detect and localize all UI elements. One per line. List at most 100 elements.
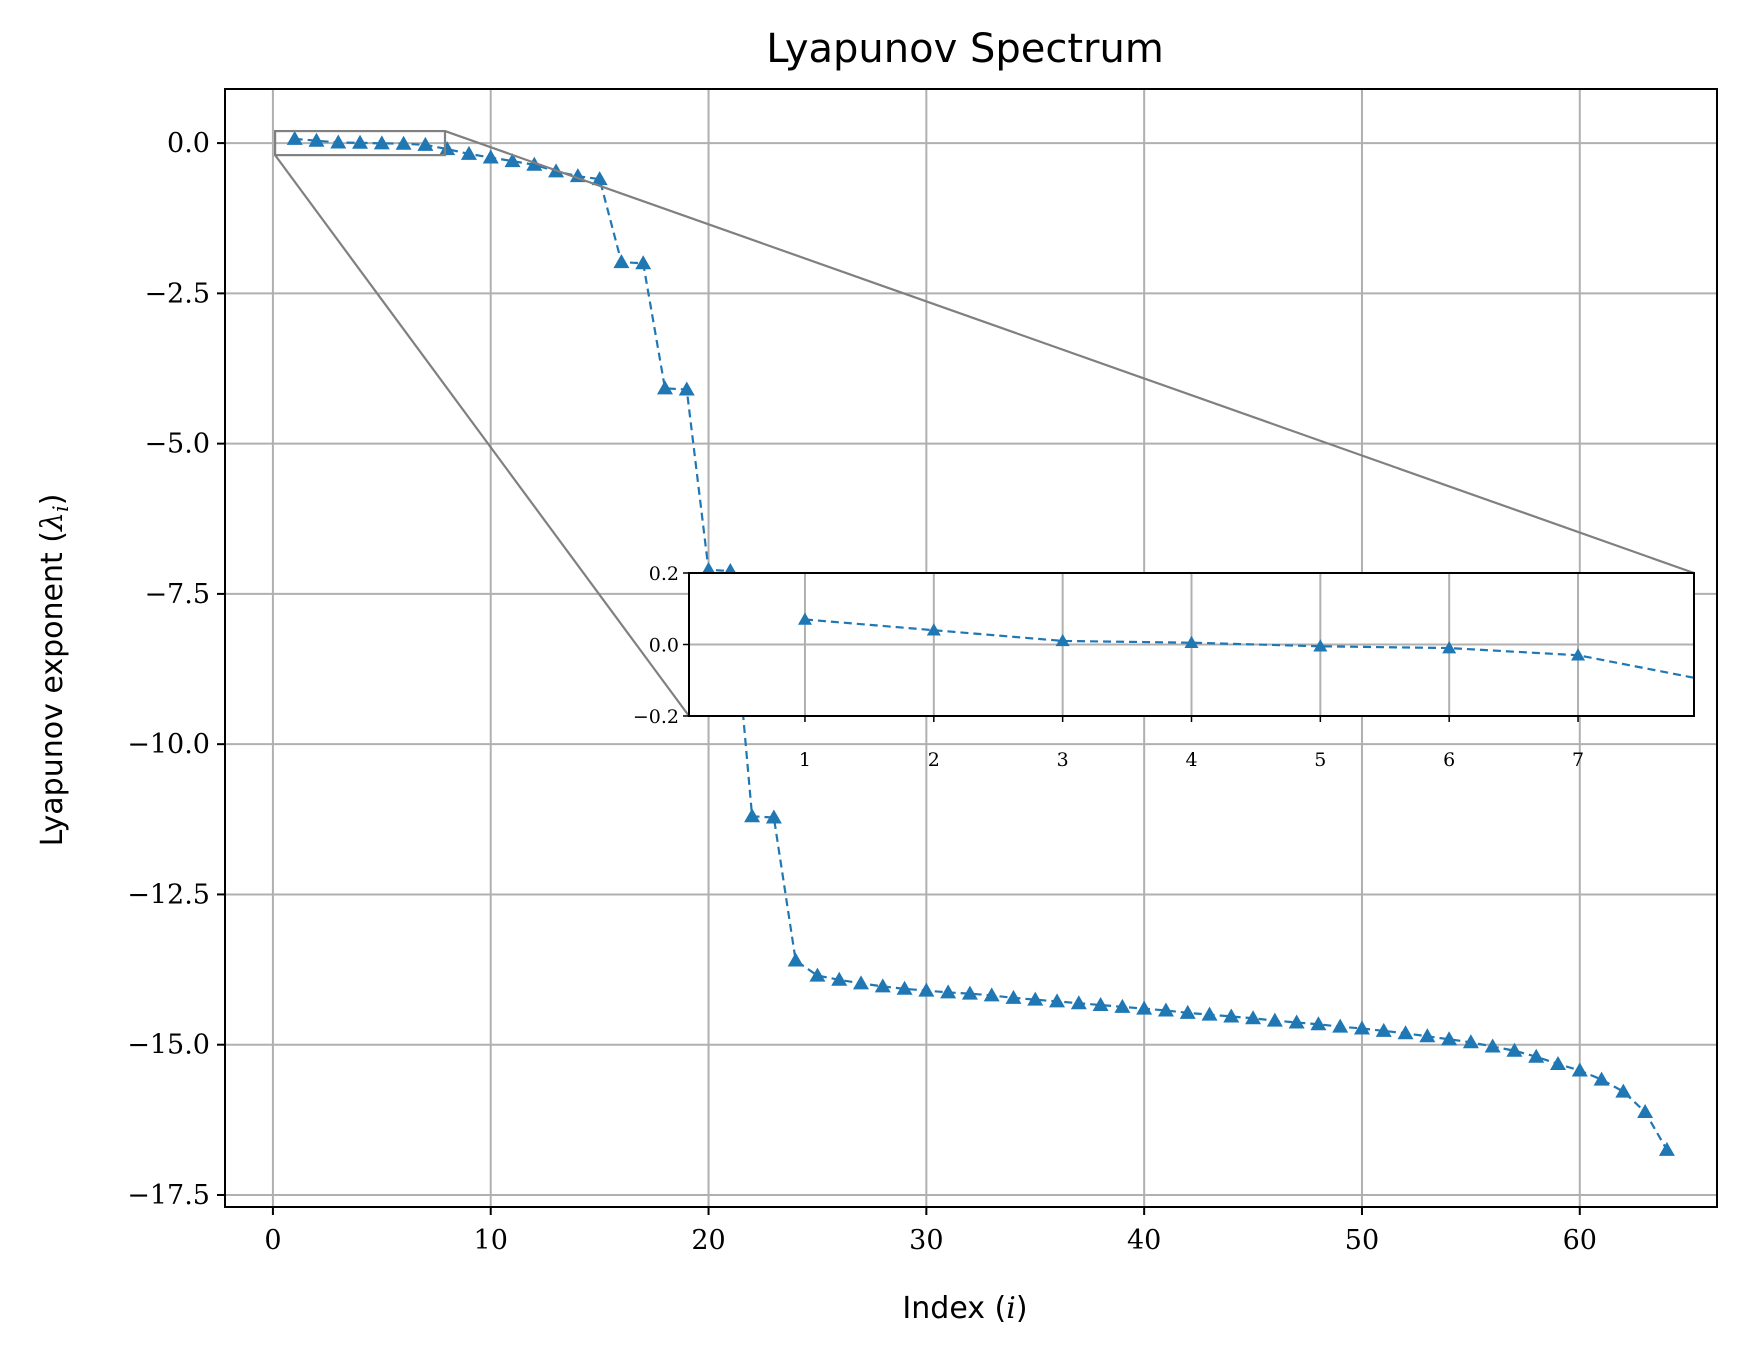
data-point-marker bbox=[1005, 989, 1022, 1004]
data-point-marker bbox=[1375, 1022, 1392, 1037]
main-series bbox=[286, 130, 1675, 1156]
inset-series bbox=[797, 612, 1694, 679]
data-point-marker bbox=[1615, 1083, 1632, 1098]
data-point-marker bbox=[896, 980, 913, 995]
inset-data-point-marker bbox=[1571, 648, 1586, 661]
data-point-marker bbox=[417, 136, 434, 151]
x-tick-label: 40 bbox=[1127, 1225, 1161, 1256]
inset-ticks: 1 2 3 4 5 6 7 0.2 0.0 −0.2 bbox=[633, 563, 1584, 771]
data-point-marker bbox=[1353, 1020, 1370, 1035]
data-point-marker bbox=[1092, 997, 1109, 1012]
zoom-connector-line bbox=[274, 154, 690, 717]
data-point-marker bbox=[1136, 1000, 1153, 1015]
data-point-marker bbox=[678, 381, 695, 396]
data-point-marker bbox=[1419, 1028, 1436, 1043]
data-point-marker bbox=[613, 254, 630, 269]
inset-y-tick-label: 0.0 bbox=[649, 635, 679, 657]
data-point-marker bbox=[1462, 1034, 1479, 1049]
inset-x-tick-label: 6 bbox=[1443, 749, 1455, 771]
data-point-marker bbox=[439, 141, 456, 156]
data-point-marker bbox=[1266, 1012, 1283, 1027]
data-point-marker bbox=[656, 380, 673, 395]
inset-data-point-marker bbox=[1442, 641, 1457, 654]
inset-x-tick-label: 2 bbox=[928, 749, 940, 771]
data-point-marker bbox=[1397, 1025, 1414, 1040]
inset-x-tick-label: 4 bbox=[1185, 749, 1197, 771]
zoom-indicator bbox=[273, 129, 1695, 717]
inset-data-point-marker bbox=[1055, 633, 1070, 647]
data-point-marker bbox=[1441, 1031, 1458, 1046]
data-point-marker bbox=[1593, 1071, 1610, 1086]
data-point-marker bbox=[1114, 998, 1131, 1013]
inset-zoom-panel: 1 2 3 4 5 6 7 0.2 0.0 −0.2 bbox=[633, 563, 1695, 771]
inset-x-tick-label: 1 bbox=[799, 749, 811, 771]
data-point-marker bbox=[831, 971, 848, 986]
data-point-marker bbox=[1288, 1014, 1305, 1029]
data-point-marker bbox=[1332, 1018, 1349, 1033]
main-axes-frame bbox=[224, 88, 1718, 1208]
data-point-marker bbox=[1179, 1004, 1196, 1019]
y-tick-label: −15.0 bbox=[127, 1030, 210, 1061]
data-point-marker bbox=[1157, 1002, 1174, 1017]
data-point-marker bbox=[874, 978, 891, 993]
data-point-marker bbox=[286, 130, 303, 145]
data-point-marker bbox=[853, 975, 870, 990]
x-tick-label: 60 bbox=[1563, 1225, 1597, 1256]
data-point-marker bbox=[352, 134, 369, 149]
x-tick-label: 30 bbox=[909, 1225, 943, 1256]
inset-y-tick-label: 0.2 bbox=[649, 563, 679, 585]
x-tick-label: 10 bbox=[474, 1225, 508, 1256]
x-tick-label: 50 bbox=[1345, 1225, 1379, 1256]
inset-x-tick-label: 5 bbox=[1314, 749, 1326, 771]
x-tick-label: 20 bbox=[691, 1225, 725, 1256]
x-tick-label: 0 bbox=[264, 1225, 281, 1256]
data-point-marker bbox=[308, 132, 325, 147]
chart-title: Lyapunov Spectrum bbox=[766, 26, 1164, 72]
data-point-marker bbox=[635, 255, 652, 270]
x-axis-label: Index (i) bbox=[902, 1291, 1027, 1326]
data-point-marker bbox=[1223, 1008, 1240, 1023]
inset-data-point-marker bbox=[1313, 639, 1328, 652]
main-ticks: 0 10 20 30 40 50 60 0.0 −2.5 −5.0 −7.5 −10.0 −12.5 −1… bbox=[127, 128, 1597, 1256]
data-point-marker bbox=[1506, 1042, 1523, 1057]
series-line bbox=[294, 137, 1668, 1151]
data-point-marker bbox=[1070, 995, 1087, 1010]
data-point-marker bbox=[460, 145, 477, 160]
data-point-marker bbox=[983, 987, 1000, 1002]
data-point-marker bbox=[1549, 1055, 1566, 1070]
data-point-marker bbox=[482, 149, 499, 164]
data-point-marker bbox=[591, 171, 608, 186]
y-tick-label: −17.5 bbox=[127, 1180, 210, 1211]
inset-series-line bbox=[804, 618, 1694, 679]
data-point-marker bbox=[1310, 1016, 1327, 1031]
inset-x-tick-label: 7 bbox=[1572, 749, 1584, 771]
y-tick-label: −7.5 bbox=[144, 579, 210, 610]
data-point-marker bbox=[961, 985, 978, 1000]
data-point-marker bbox=[1484, 1038, 1501, 1053]
inset-data-point-marker bbox=[926, 623, 941, 636]
y-tick-label: 0.0 bbox=[167, 128, 210, 159]
data-point-marker bbox=[1201, 1006, 1218, 1021]
data-point-marker bbox=[744, 808, 761, 823]
zoom-region-box bbox=[273, 129, 447, 157]
y-tick-label: −5.0 bbox=[144, 429, 210, 460]
data-point-marker bbox=[940, 984, 957, 999]
data-point-marker bbox=[918, 982, 935, 997]
data-point-marker bbox=[1027, 991, 1044, 1006]
inset-axes-frame bbox=[688, 572, 1695, 717]
data-point-marker bbox=[1637, 1104, 1654, 1119]
inset-x-tick-label: 3 bbox=[1057, 749, 1069, 771]
data-point-marker bbox=[809, 967, 826, 982]
data-point-marker bbox=[1049, 993, 1066, 1008]
y-axis-label: Lyapunov exponent (λi) bbox=[35, 494, 73, 847]
y-tick-label: −2.5 bbox=[144, 278, 210, 309]
data-point-marker bbox=[504, 153, 521, 168]
data-point-marker bbox=[1571, 1062, 1588, 1077]
data-point-marker bbox=[330, 134, 347, 149]
data-point-marker bbox=[1245, 1010, 1262, 1025]
inset-data-point-marker bbox=[797, 612, 812, 625]
data-point-marker bbox=[395, 135, 412, 150]
zoom-connector-line bbox=[444, 130, 1695, 575]
data-point-marker bbox=[1658, 1141, 1675, 1156]
